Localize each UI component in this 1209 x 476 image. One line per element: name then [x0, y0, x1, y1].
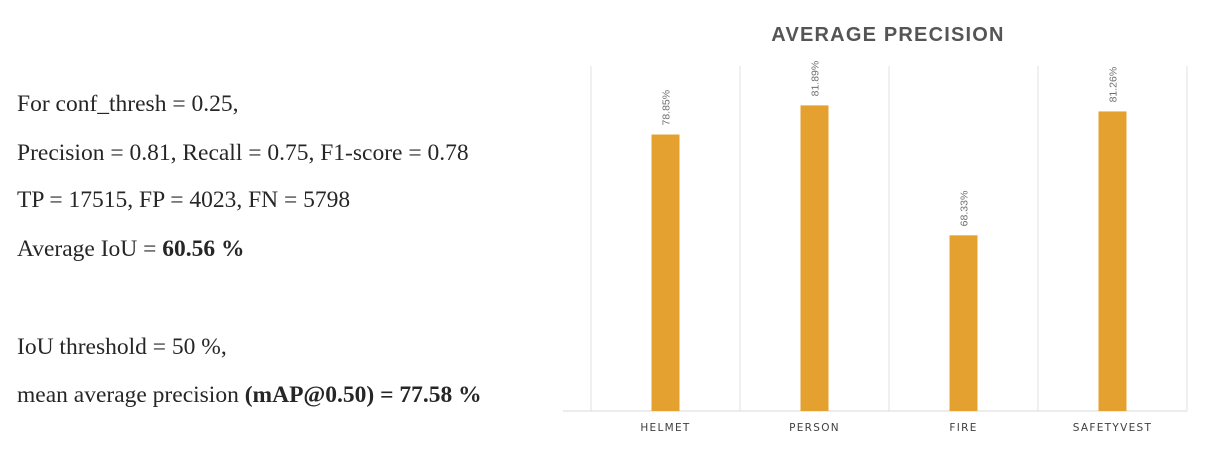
x-tick-label-helmet: HELMET: [640, 422, 690, 434]
chart-labels: 78.85% HELMET 81.89% PERSON 68.33% FIRE 81.26%…: [640, 61, 1152, 434]
bar-person: [801, 105, 829, 411]
bar-safetyvest: [1099, 111, 1127, 411]
data-label-fire: 68.33%: [959, 191, 971, 227]
x-tick-label-safetyvest: SAFETYVEST: [1073, 422, 1152, 434]
data-label-helmet: 78.85%: [661, 90, 673, 126]
x-tick-label-person: PERSON: [789, 422, 840, 434]
bar-helmet: [652, 135, 680, 411]
bar-fire: [950, 235, 978, 411]
chart-title: AVERAGE PRECISION: [771, 24, 1004, 46]
data-label-safetyvest: 81.26%: [1108, 67, 1120, 103]
data-label-person: 81.89%: [810, 61, 822, 97]
x-tick-label-fire: FIRE: [949, 422, 977, 434]
